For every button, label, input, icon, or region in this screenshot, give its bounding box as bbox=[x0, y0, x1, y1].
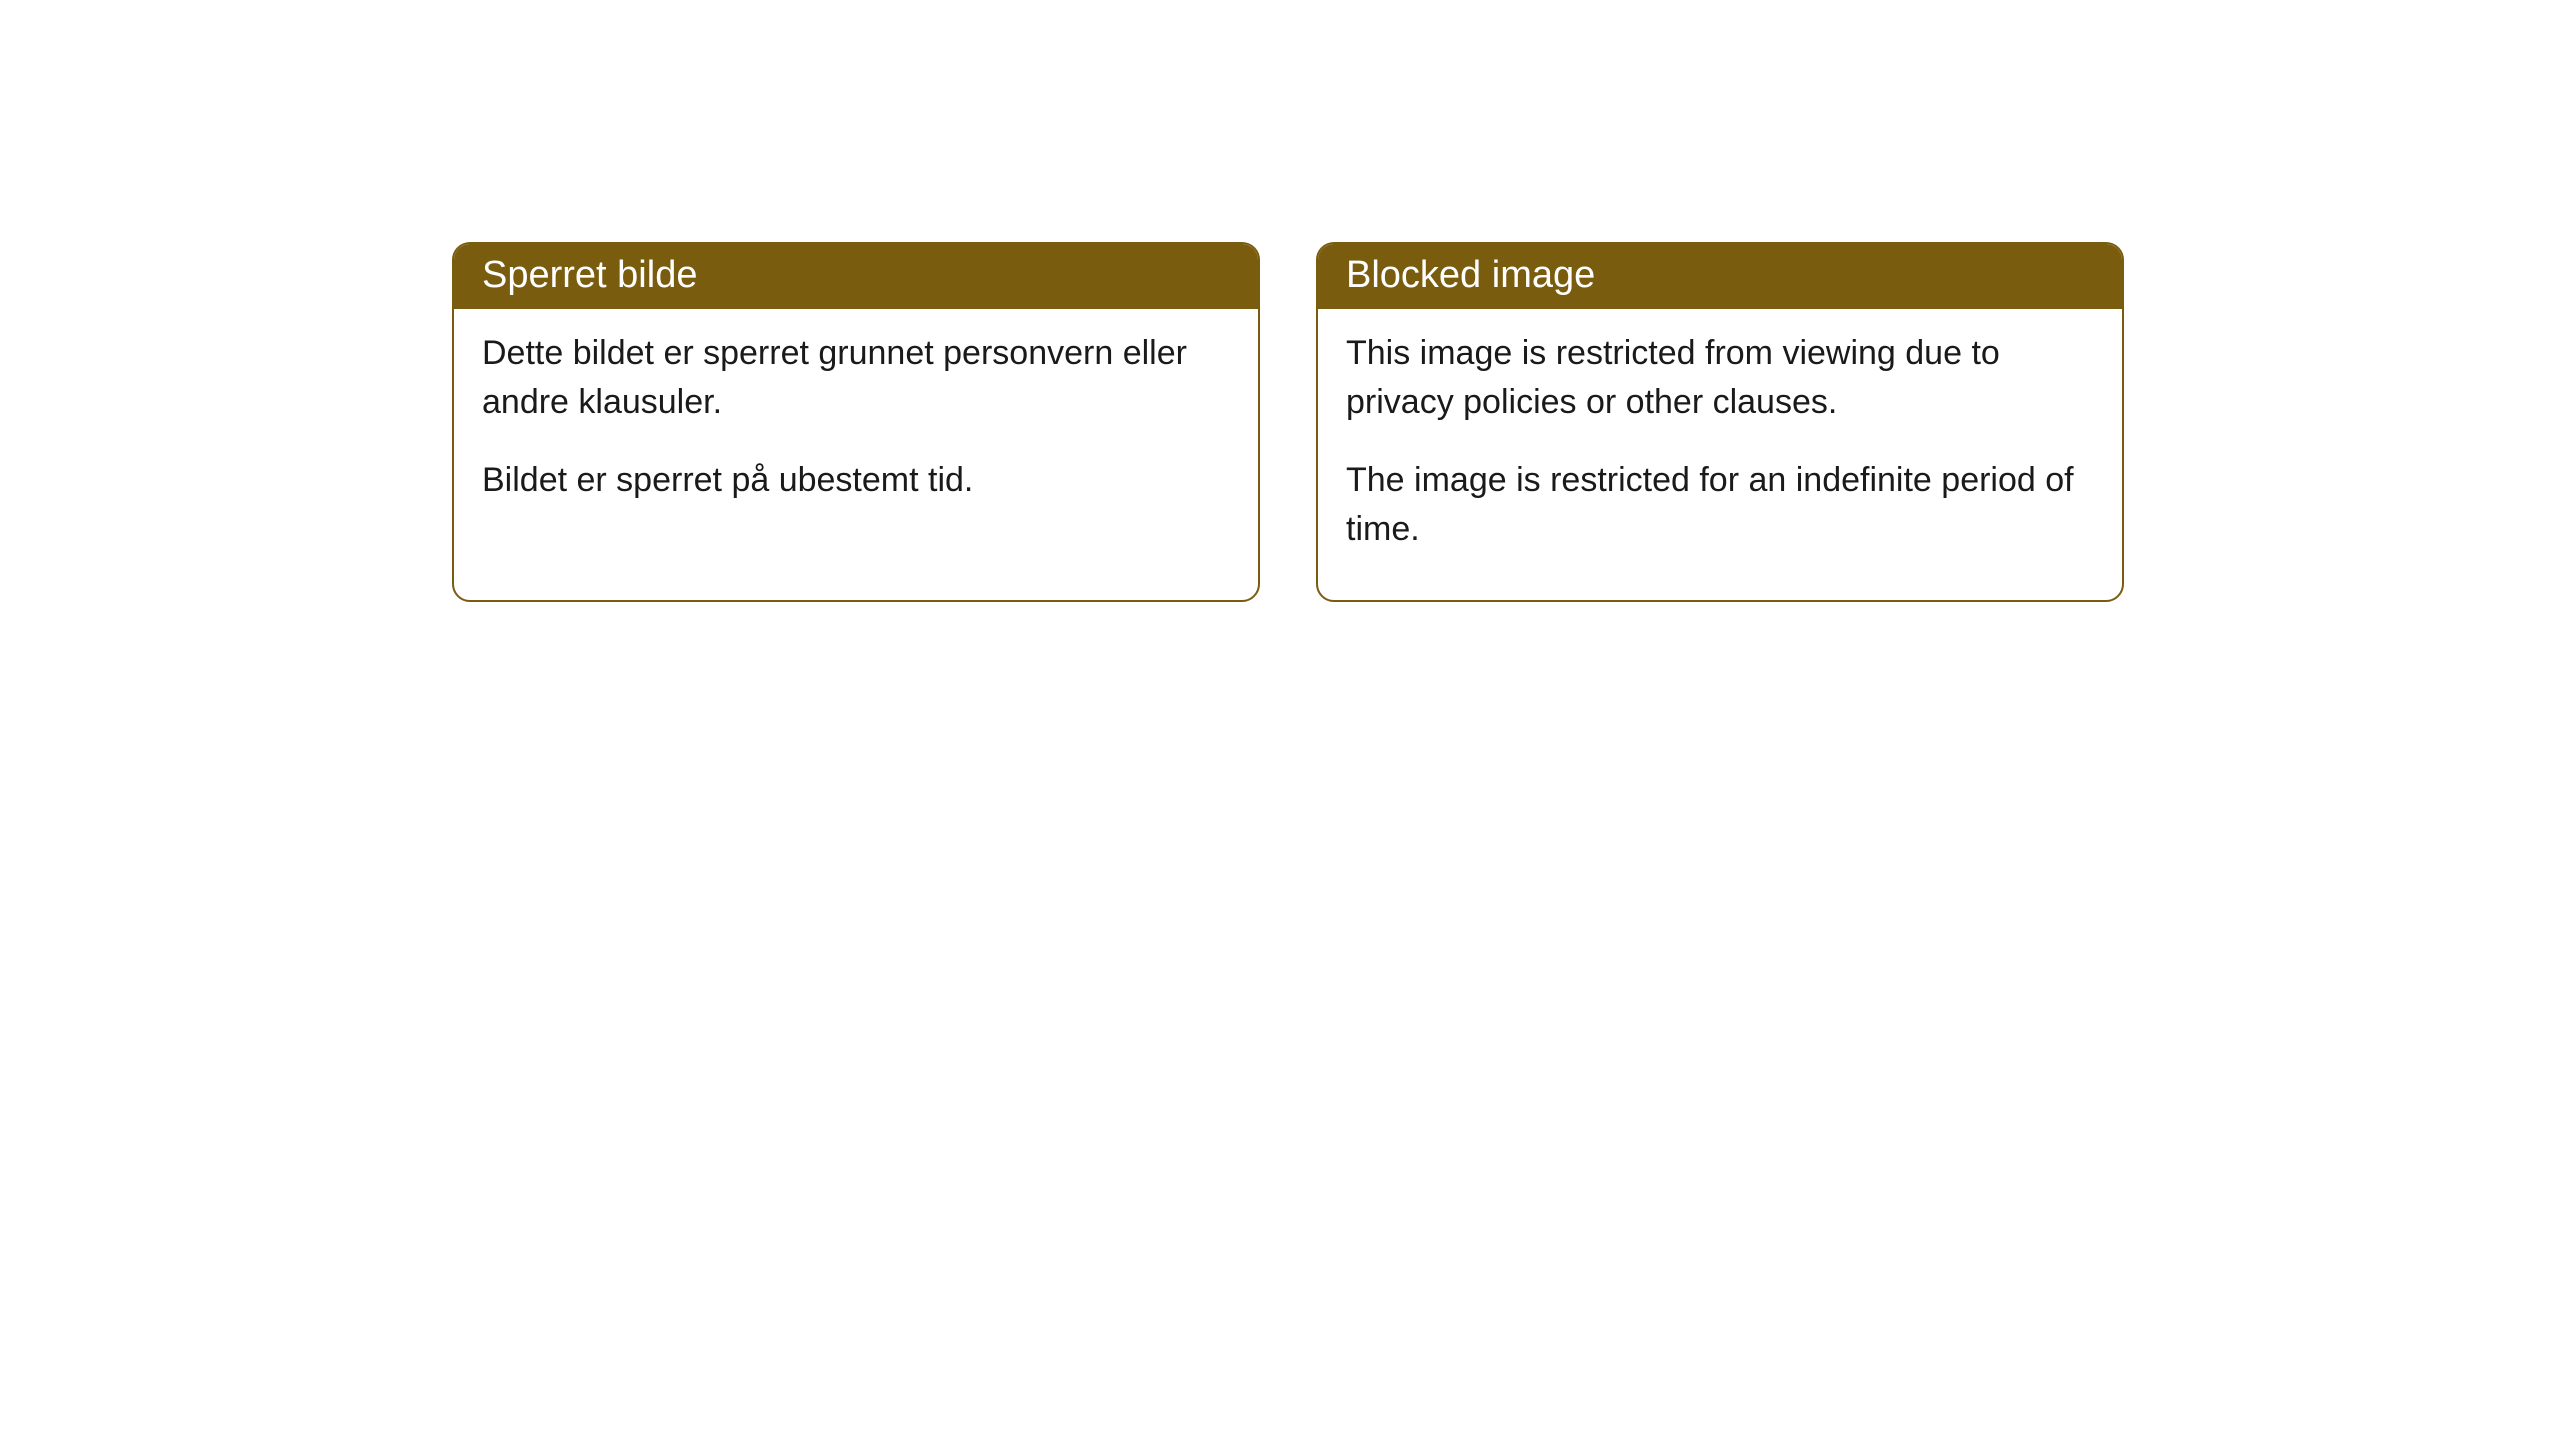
card-body-english: This image is restricted from viewing du… bbox=[1318, 309, 2122, 600]
card-header-norwegian: Sperret bilde bbox=[454, 244, 1258, 309]
card-paragraph: Bildet er sperret på ubestemt tid. bbox=[482, 456, 1230, 505]
card-paragraph: This image is restricted from viewing du… bbox=[1346, 329, 2094, 428]
card-title: Sperret bilde bbox=[482, 254, 697, 296]
card-header-english: Blocked image bbox=[1318, 244, 2122, 309]
card-title: Blocked image bbox=[1346, 254, 1595, 296]
card-paragraph: Dette bildet er sperret grunnet personve… bbox=[482, 329, 1230, 428]
card-english: Blocked image This image is restricted f… bbox=[1316, 242, 2124, 602]
card-norwegian: Sperret bilde Dette bildet er sperret gr… bbox=[452, 242, 1260, 602]
card-paragraph: The image is restricted for an indefinit… bbox=[1346, 456, 2094, 555]
card-body-norwegian: Dette bildet er sperret grunnet personve… bbox=[454, 309, 1258, 551]
cards-container: Sperret bilde Dette bildet er sperret gr… bbox=[452, 242, 2124, 602]
